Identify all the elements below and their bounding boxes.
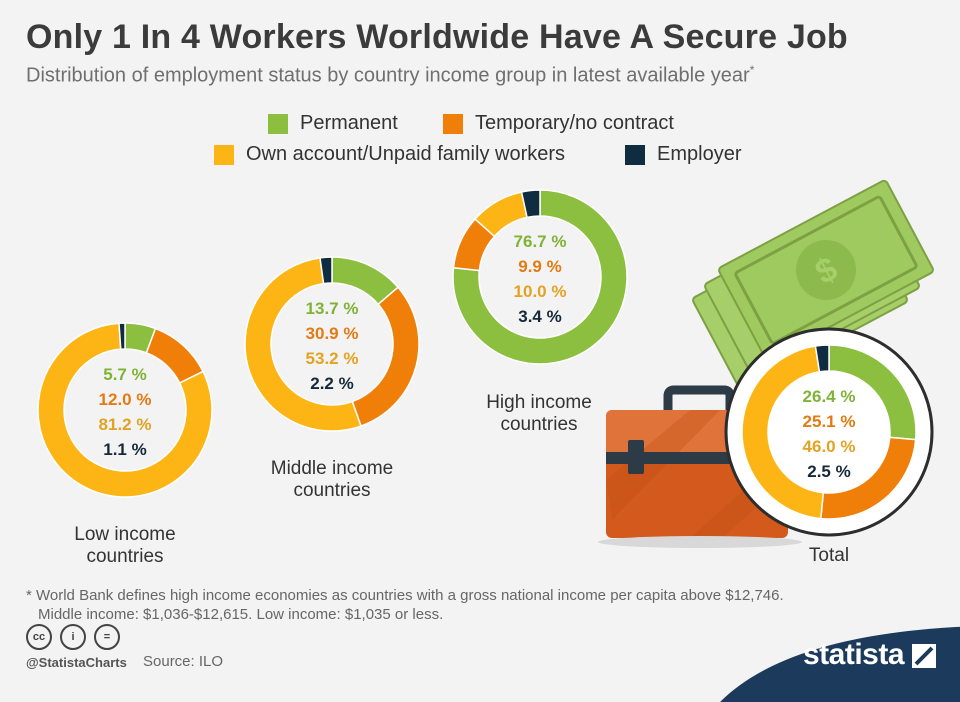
donut-segment-middle-temporary: [351, 286, 420, 427]
legend-item-own-account: Own account/Unpaid family workers: [214, 143, 565, 166]
chart-subtitle: Distribution of employment status by cou…: [26, 63, 755, 87]
donut-segment-total-employer: [814, 344, 830, 373]
value-label-total-employer: 2.5 %: [807, 462, 850, 481]
legend-swatch-temporary: [443, 113, 463, 134]
legend-label: Own account/Unpaid family workers: [246, 143, 566, 165]
donut-segment-total-own-account: [741, 345, 825, 520]
donut-segment-middle-own-account: [244, 256, 362, 432]
value-label-low-permanent: 5.7 %: [103, 365, 146, 384]
twitter-handle: @StatistaCharts: [26, 655, 127, 670]
value-label-high-temporary: 9.9 %: [518, 257, 561, 276]
value-label-low-temporary: 12.0 %: [99, 390, 152, 409]
value-label-high-own-account: 10.0 %: [514, 282, 567, 301]
value-label-total-own-account: 46.0 %: [803, 437, 856, 456]
creative-commons-icon: cc: [26, 624, 52, 650]
legend-item-permanent: Permanent: [268, 112, 398, 135]
chart-canvas: $ 5.7 %12.0 %81.2 %1.1 %13.7 %30.9 %53.2…: [37, 179, 934, 548]
legend-label: Temporary/no contract: [475, 112, 674, 134]
legend-swatch-employer: [625, 144, 645, 165]
group-label-middle: Middle income countries: [270, 458, 394, 501]
value-label-low-own-account: 81.2 %: [99, 415, 152, 434]
statista-brand: statista: [803, 638, 905, 671]
group-label-high: High income countries: [486, 392, 592, 435]
value-label-middle-employer: 2.2 %: [310, 374, 353, 393]
footnote: * World Bank defines high income economi…: [26, 587, 784, 623]
attribution-icon: i: [60, 624, 86, 650]
value-label-middle-own-account: 53.2 %: [306, 349, 359, 368]
legend-label: Permanent: [300, 112, 398, 134]
no-derivatives-icon: =: [94, 624, 120, 650]
donut-segment-low-temporary: [145, 327, 205, 384]
donut-segment-low-own-account: [37, 322, 213, 498]
brand-band: [720, 626, 960, 702]
legend-label: Employer: [657, 143, 742, 165]
legend-item-employer: Employer: [625, 143, 741, 166]
value-label-total-permanent: 26.4 %: [803, 387, 856, 406]
value-label-middle-temporary: 30.9 %: [306, 324, 359, 343]
source-note: Source: ILO: [143, 653, 224, 670]
legend-swatch-permanent: [268, 113, 288, 134]
license-icons: cc i =: [26, 624, 120, 650]
value-label-middle-permanent: 13.7 %: [306, 299, 359, 318]
donut-segment-high-employer: [520, 189, 541, 219]
value-label-high-employer: 3.4 %: [518, 307, 561, 326]
value-label-high-permanent: 76.7 %: [514, 232, 567, 251]
group-label-total: Total: [808, 545, 850, 566]
donut-segment-low-employer: [118, 322, 126, 350]
value-label-total-temporary: 25.1 %: [803, 412, 856, 431]
group-label-low: Low income countries: [74, 524, 176, 567]
chart-title: Only 1 In 4 Workers Worldwide Have A Sec…: [26, 18, 848, 56]
donut-segment-middle-employer: [319, 256, 333, 285]
donut-segment-high-permanent: [452, 189, 628, 365]
legend-swatch-own-account: [214, 144, 234, 165]
legend-item-temporary: Temporary/no contract: [443, 112, 674, 135]
value-label-low-employer: 1.1 %: [103, 440, 146, 459]
